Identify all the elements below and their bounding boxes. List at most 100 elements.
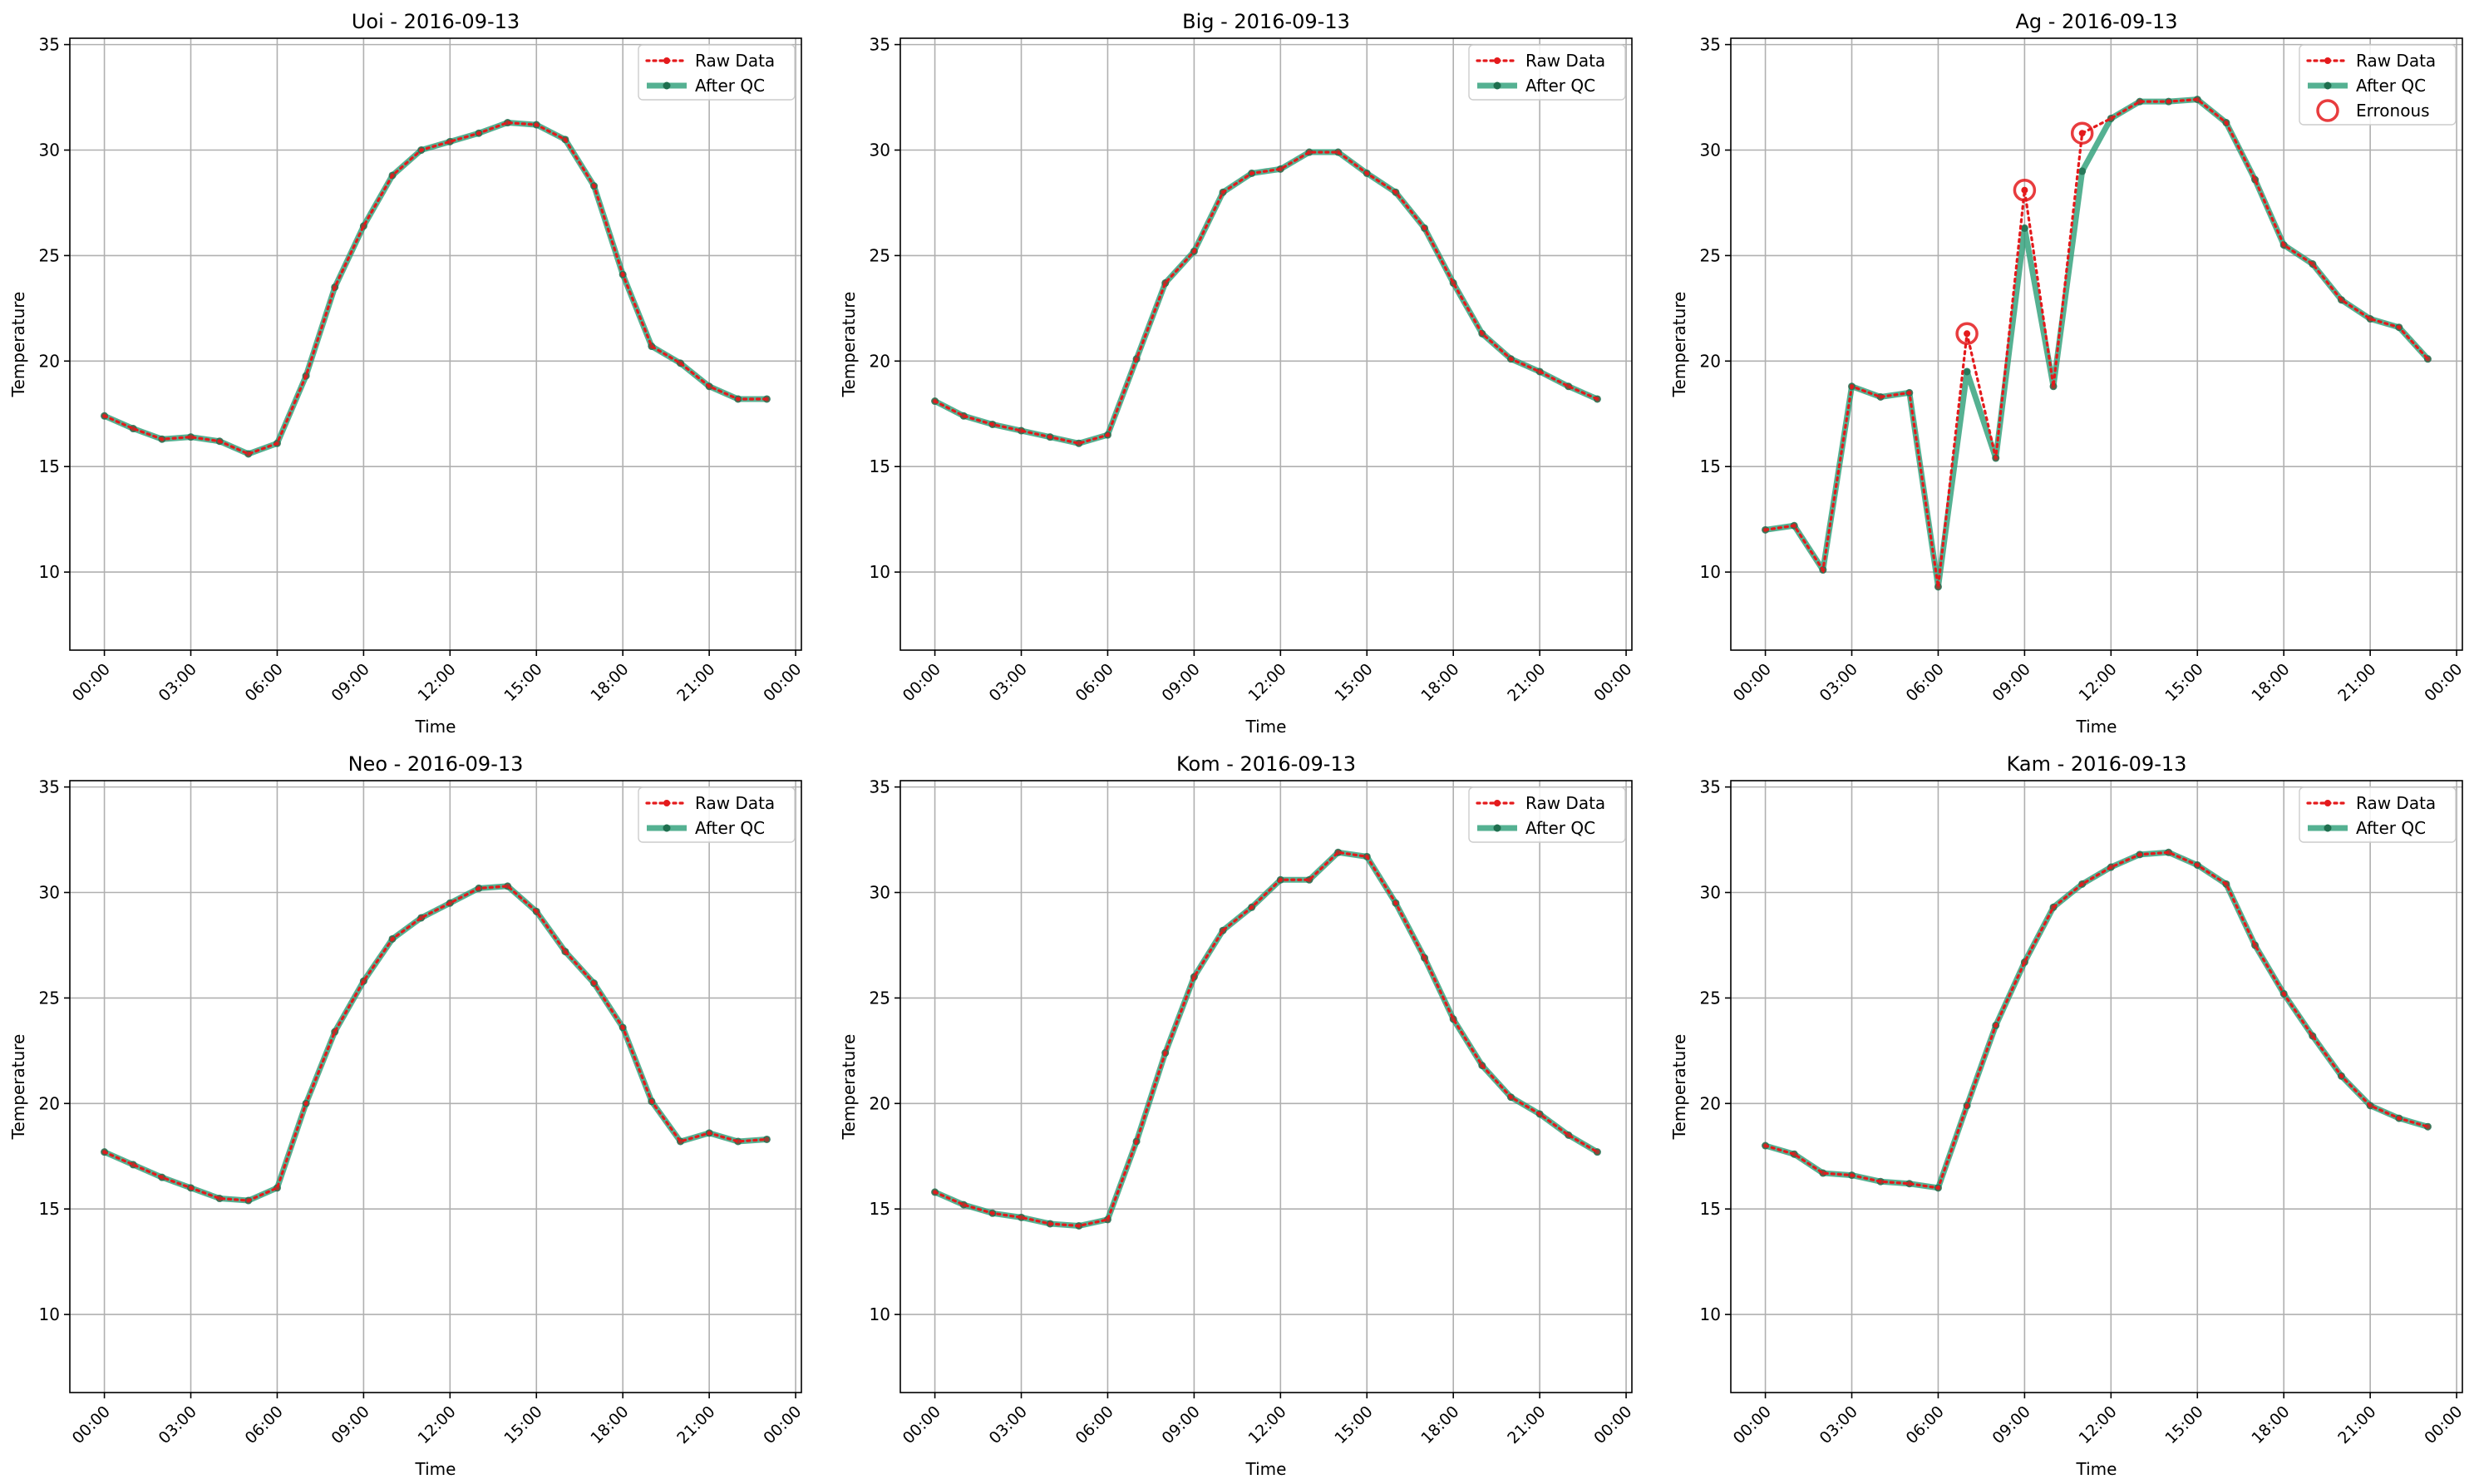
- raw-data-point: [1076, 1223, 1082, 1229]
- series-raw-data-points: [932, 150, 1600, 446]
- raw-data-point: [1993, 1023, 1998, 1028]
- x-tick-label: 15:00: [2161, 1403, 2206, 1447]
- series-after-qc-points: [101, 882, 771, 1205]
- raw-data-point: [1364, 854, 1370, 860]
- legend: Raw Data After QC: [638, 44, 796, 101]
- axes-frame: [899, 37, 1633, 651]
- series-after-qc-line: [1762, 96, 2431, 590]
- raw-data-point: [932, 1189, 938, 1195]
- y-tick-label: 10: [1700, 562, 1721, 582]
- series-after-qc-line: [932, 849, 1600, 1230]
- raw-data-point: [2425, 356, 2431, 362]
- raw-data-point: [2339, 297, 2344, 303]
- y-tick-label: 15: [39, 456, 60, 476]
- legend-raw-marker: [2324, 57, 2331, 64]
- y-tick-label: 15: [870, 456, 890, 476]
- raw-data-point: [1422, 225, 1427, 231]
- legend-erroneous-swatch: [2316, 99, 2339, 122]
- x-tick-label: 21:00: [673, 660, 718, 705]
- y-tick-label: 25: [870, 988, 890, 1008]
- raw-data-point: [303, 373, 309, 379]
- raw-data-point: [1820, 567, 1826, 573]
- raw-data-point: [1018, 1215, 1024, 1220]
- raw-data-point: [1076, 441, 1082, 446]
- raw-data-point: [1479, 331, 1485, 337]
- raw-data-point: [361, 979, 367, 984]
- raw-data-point: [2166, 99, 2171, 105]
- raw-data-point: [961, 413, 967, 419]
- x-tick-label: 06:00: [242, 660, 287, 705]
- erroneous-marker: [2070, 121, 2094, 145]
- raw-data-point: [620, 272, 626, 278]
- raw-data-point: [1392, 190, 1398, 195]
- legend-raw-label: Raw Data: [2356, 51, 2436, 71]
- raw-data-point: [1878, 394, 1884, 400]
- raw-data-point: [390, 936, 396, 942]
- erroneous-marker: [2013, 178, 2037, 202]
- raw-data-point: [1906, 390, 1912, 396]
- raw-data-point: [418, 147, 424, 153]
- x-axis-ticks: 00:00 03:00 06:00 09:00 12:00 15:00 18:00 21:00…: [69, 650, 805, 705]
- raw-data-point: [764, 396, 770, 402]
- gridlines: [70, 781, 801, 1393]
- erroneous-point: [2078, 130, 2086, 137]
- x-tick-label: 06:00: [1903, 660, 1948, 705]
- raw-data-point: [1594, 1149, 1600, 1155]
- x-tick-label: 00:00: [899, 1403, 944, 1447]
- subplot-1: 00:00 03:00 06:00 09:00 12:00 15:00 18:00 21:00…: [8, 10, 805, 737]
- y-axis-label: Temperature: [8, 1034, 28, 1141]
- y-tick-label: 20: [1700, 351, 1721, 371]
- x-axis-label: Time: [2076, 1459, 2117, 1479]
- chart-title: Ag - 2016-09-13: [2015, 10, 2177, 33]
- raw-data-point: [2195, 96, 2201, 102]
- raw-data-point: [648, 1098, 654, 1104]
- raw-data-point: [476, 131, 481, 136]
- raw-data-point: [1849, 1172, 1855, 1178]
- legend: Raw Data After QC: [1468, 786, 1626, 843]
- y-axis-label: Temperature: [8, 292, 28, 398]
- raw-data-point: [1191, 974, 1197, 980]
- y-tick-label: 30: [39, 883, 60, 903]
- y-tick-label: 25: [1700, 245, 1721, 265]
- x-tick-label: 09:00: [1159, 1403, 1204, 1447]
- series-raw-data-line: [933, 850, 1599, 1228]
- x-axis-label: Time: [1245, 1459, 1287, 1479]
- raw-data-point: [188, 1185, 194, 1191]
- raw-data-point: [2022, 959, 2028, 965]
- legend-qc-marker: [2324, 81, 2332, 90]
- legend-raw-marker: [1494, 57, 1501, 64]
- raw-data-point: [1791, 1151, 1797, 1157]
- y-tick-label: 30: [870, 141, 890, 160]
- raw-data-point: [534, 909, 540, 915]
- raw-data-point: [1508, 356, 1514, 362]
- x-tick-label: 21:00: [673, 1403, 718, 1447]
- x-tick-label: 03:00: [155, 1403, 200, 1447]
- raw-data-point: [476, 885, 481, 891]
- legend-qc-label: After QC: [1525, 818, 1595, 838]
- subplot-5: 00:00 03:00 06:00 09:00 12:00 15:00 18:00 21:00…: [839, 752, 1635, 1479]
- x-tick-label: 00:00: [1730, 1403, 1775, 1447]
- raw-data-point: [2396, 324, 2402, 330]
- after-qc-point: [2078, 167, 2087, 175]
- series-after-qc-line: [932, 149, 1600, 446]
- raw-data-point: [1335, 150, 1341, 155]
- legend-qc-label: After QC: [2356, 76, 2426, 96]
- y-tick-label: 20: [1700, 1093, 1721, 1113]
- raw-data-point: [1565, 1132, 1571, 1138]
- x-axis-ticks: 00:00 03:00 06:00 09:00 12:00 15:00 18:00 21:00…: [899, 1393, 1635, 1447]
- after-qc-point: [1963, 367, 1971, 376]
- raw-data-point: [2223, 881, 2229, 887]
- raw-data-point: [678, 1138, 683, 1144]
- raw-data-point: [418, 915, 424, 920]
- x-tick-label: 00:00: [760, 660, 805, 705]
- y-tick-label: 20: [39, 1093, 60, 1113]
- raw-data-point: [505, 883, 510, 889]
- raw-data-point: [1162, 280, 1168, 286]
- y-tick-label: 20: [39, 351, 60, 371]
- legend-qc-label: After QC: [2356, 818, 2426, 838]
- x-tick-label: 21:00: [2334, 660, 2379, 705]
- y-tick-label: 30: [870, 883, 890, 903]
- raw-data-point: [1364, 170, 1370, 176]
- raw-data-point: [2136, 851, 2142, 857]
